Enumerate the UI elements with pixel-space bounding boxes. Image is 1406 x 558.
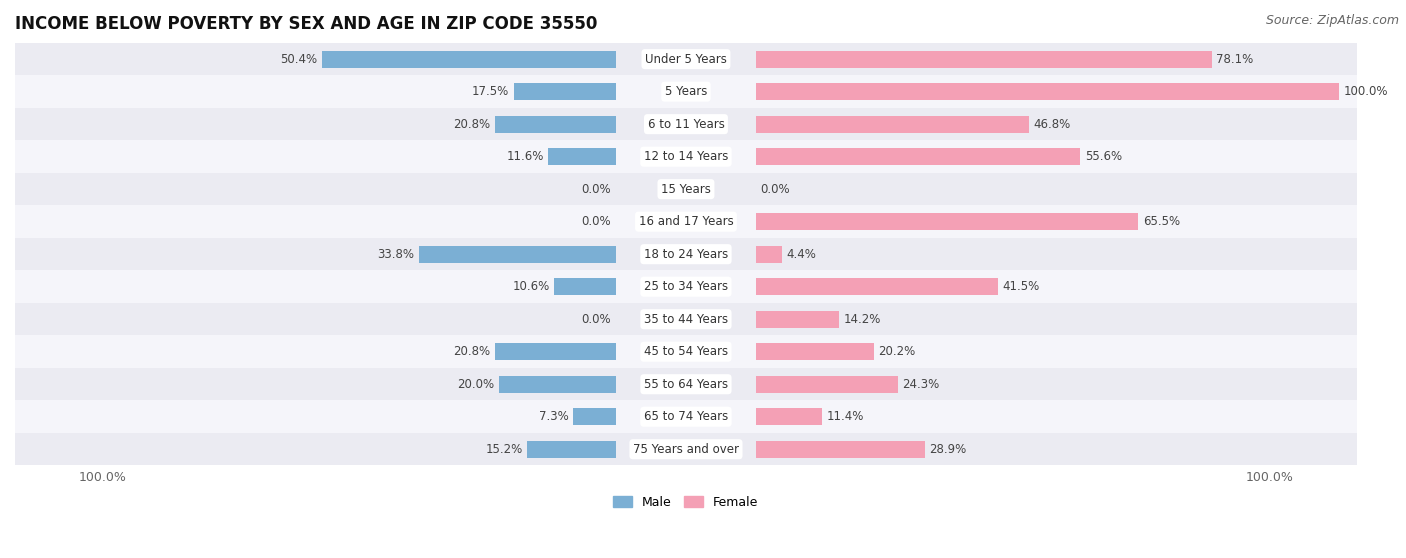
Bar <box>756 116 1029 133</box>
Bar <box>756 148 1080 165</box>
Text: 25 to 34 Years: 25 to 34 Years <box>644 280 728 293</box>
Bar <box>15 271 1357 303</box>
Text: 18 to 24 Years: 18 to 24 Years <box>644 248 728 261</box>
Bar <box>513 83 616 100</box>
Text: 10.6%: 10.6% <box>512 280 550 293</box>
Text: 65 to 74 Years: 65 to 74 Years <box>644 410 728 423</box>
Bar <box>15 335 1357 368</box>
Bar <box>322 51 616 68</box>
Bar <box>15 303 1357 335</box>
Text: 46.8%: 46.8% <box>1033 118 1071 131</box>
Text: 16 and 17 Years: 16 and 17 Years <box>638 215 734 228</box>
Bar <box>554 278 616 295</box>
Bar <box>15 401 1357 433</box>
Text: 33.8%: 33.8% <box>377 248 415 261</box>
Text: 4.4%: 4.4% <box>786 248 817 261</box>
Bar <box>756 51 1212 68</box>
Text: 0.0%: 0.0% <box>582 182 612 196</box>
Text: 12 to 14 Years: 12 to 14 Years <box>644 150 728 163</box>
Text: 28.9%: 28.9% <box>929 442 966 456</box>
Text: 65.5%: 65.5% <box>1143 215 1180 228</box>
Text: 100.0%: 100.0% <box>1344 85 1389 98</box>
Text: Under 5 Years: Under 5 Years <box>645 52 727 66</box>
Text: 0.0%: 0.0% <box>582 215 612 228</box>
Bar <box>756 311 839 328</box>
Bar <box>15 141 1357 173</box>
Text: 7.3%: 7.3% <box>538 410 568 423</box>
Legend: Male, Female: Male, Female <box>609 491 763 514</box>
Bar <box>499 376 616 393</box>
Bar <box>756 83 1340 100</box>
Text: 20.2%: 20.2% <box>879 345 915 358</box>
Text: 0.0%: 0.0% <box>582 312 612 326</box>
Text: 78.1%: 78.1% <box>1216 52 1254 66</box>
Bar <box>15 205 1357 238</box>
Text: 55.6%: 55.6% <box>1085 150 1122 163</box>
Bar <box>574 408 616 425</box>
Text: INCOME BELOW POVERTY BY SEX AND AGE IN ZIP CODE 35550: INCOME BELOW POVERTY BY SEX AND AGE IN Z… <box>15 15 598 33</box>
Bar <box>15 173 1357 205</box>
Text: 50.4%: 50.4% <box>280 52 318 66</box>
Bar <box>15 108 1357 141</box>
Text: 15.2%: 15.2% <box>485 442 523 456</box>
Text: 17.5%: 17.5% <box>472 85 509 98</box>
Text: 45 to 54 Years: 45 to 54 Years <box>644 345 728 358</box>
Bar <box>495 343 616 360</box>
Bar <box>756 246 782 263</box>
Bar <box>15 368 1357 401</box>
Bar <box>495 116 616 133</box>
Text: 14.2%: 14.2% <box>844 312 882 326</box>
Bar <box>419 246 616 263</box>
Text: Source: ZipAtlas.com: Source: ZipAtlas.com <box>1265 14 1399 27</box>
Bar <box>756 278 998 295</box>
Bar <box>15 433 1357 465</box>
Bar <box>756 213 1137 230</box>
Bar <box>756 441 925 458</box>
Text: 35 to 44 Years: 35 to 44 Years <box>644 312 728 326</box>
Bar <box>15 75 1357 108</box>
Text: 15 Years: 15 Years <box>661 182 711 196</box>
Text: 20.8%: 20.8% <box>453 118 489 131</box>
Text: 75 Years and over: 75 Years and over <box>633 442 740 456</box>
Text: 41.5%: 41.5% <box>1002 280 1040 293</box>
Text: 6 to 11 Years: 6 to 11 Years <box>648 118 724 131</box>
Bar <box>756 408 823 425</box>
Bar <box>756 343 875 360</box>
Text: 55 to 64 Years: 55 to 64 Years <box>644 378 728 391</box>
Text: 11.6%: 11.6% <box>506 150 544 163</box>
Text: 24.3%: 24.3% <box>903 378 939 391</box>
Bar <box>756 376 898 393</box>
Bar <box>527 441 616 458</box>
Bar <box>15 43 1357 75</box>
Bar <box>15 238 1357 271</box>
Text: 20.0%: 20.0% <box>457 378 495 391</box>
Bar <box>548 148 616 165</box>
Text: 11.4%: 11.4% <box>827 410 865 423</box>
Text: 5 Years: 5 Years <box>665 85 707 98</box>
Text: 0.0%: 0.0% <box>761 182 790 196</box>
Text: 20.8%: 20.8% <box>453 345 489 358</box>
